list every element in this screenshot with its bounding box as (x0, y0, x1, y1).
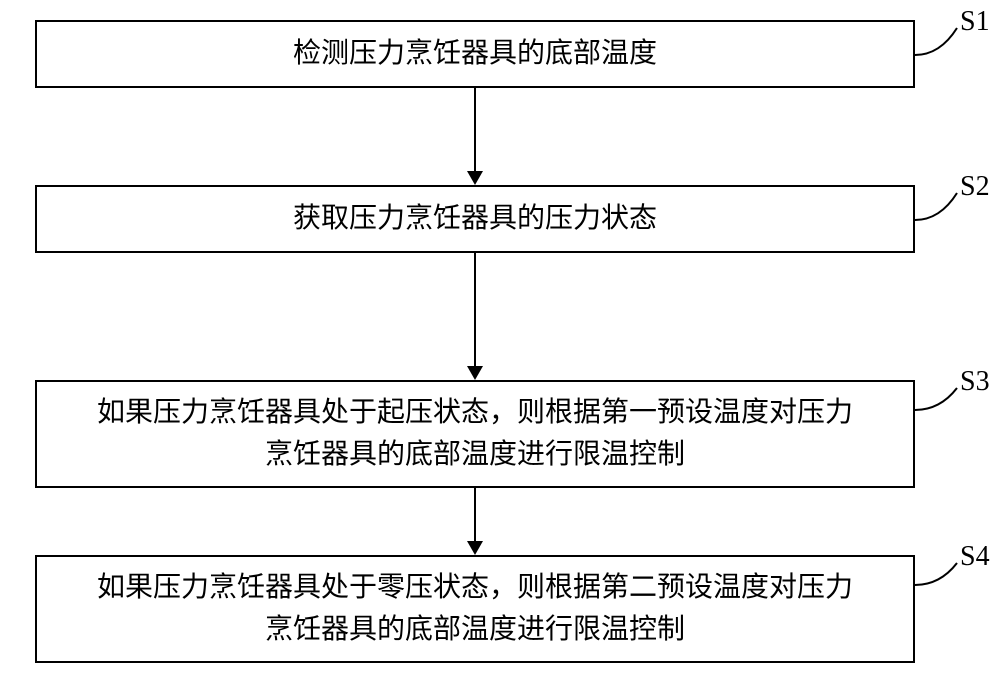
step-box-s1: 检测压力烹饪器具的底部温度 (35, 20, 915, 88)
step-text-s4: 如果压力烹饪器具处于零压状态，则根据第二预设温度对压力 烹饪器具的底部温度进行限… (97, 567, 853, 651)
arrow-s2-s3 (474, 253, 476, 366)
arrow-head-s1-s2 (467, 171, 483, 185)
connector-s2 (915, 175, 965, 225)
step-text-s3: 如果压力烹饪器具处于起压状态，则根据第一预设温度对压力 烹饪器具的底部温度进行限… (97, 392, 853, 476)
arrow-s3-s4 (474, 488, 476, 541)
connector-s1 (915, 10, 965, 60)
step-text-s2: 获取压力烹饪器具的压力状态 (293, 198, 657, 240)
arrow-head-s2-s3 (467, 366, 483, 380)
step-label-s1: S1 (960, 6, 990, 38)
arrow-s1-s2 (474, 88, 476, 171)
connector-s3 (915, 370, 965, 420)
step-box-s3: 如果压力烹饪器具处于起压状态，则根据第一预设温度对压力 烹饪器具的底部温度进行限… (35, 380, 915, 488)
step-label-s3: S3 (960, 366, 990, 398)
step-text-s1: 检测压力烹饪器具的底部温度 (293, 33, 657, 75)
arrow-head-s3-s4 (467, 541, 483, 555)
step-box-s4: 如果压力烹饪器具处于零压状态，则根据第二预设温度对压力 烹饪器具的底部温度进行限… (35, 555, 915, 663)
step-box-s2: 获取压力烹饪器具的压力状态 (35, 185, 915, 253)
step-label-s4: S4 (960, 541, 990, 573)
connector-s4 (915, 545, 965, 595)
step-label-s2: S2 (960, 171, 990, 203)
flowchart-canvas: 检测压力烹饪器具的底部温度 S1 获取压力烹饪器具的压力状态 S2 如果压力烹饪… (0, 0, 1000, 681)
